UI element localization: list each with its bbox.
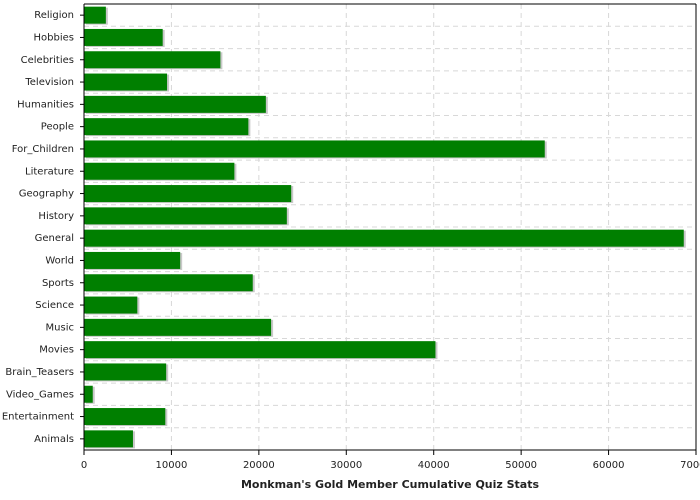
x-tick-label: 40000 bbox=[418, 460, 450, 471]
y-tick-label: Brain_Teasers bbox=[5, 367, 74, 378]
x-tick-label: 60000 bbox=[593, 460, 625, 471]
y-tick-label: General bbox=[35, 233, 74, 244]
bar bbox=[84, 95, 266, 113]
y-tick-label: Literature bbox=[25, 166, 74, 177]
bar bbox=[84, 296, 138, 314]
bar bbox=[84, 385, 93, 403]
bar bbox=[84, 6, 106, 24]
x-tick-label: 50000 bbox=[505, 460, 537, 471]
bar bbox=[84, 318, 272, 336]
bar bbox=[84, 51, 221, 69]
y-tick-label: Movies bbox=[39, 345, 74, 356]
y-tick-label: Religion bbox=[34, 10, 74, 21]
x-tick-label: 0 bbox=[81, 460, 87, 471]
y-tick-label: Geography bbox=[19, 189, 74, 200]
y-tick-label: Science bbox=[35, 300, 74, 311]
y-tick-label: Music bbox=[46, 322, 74, 333]
x-tick-label: 20000 bbox=[243, 460, 275, 471]
bar bbox=[84, 162, 235, 180]
bar bbox=[84, 408, 166, 426]
y-tick-label: Humanities bbox=[17, 99, 74, 110]
y-tick-label: Television bbox=[24, 77, 74, 88]
bar bbox=[84, 430, 133, 448]
y-tick-label: Entertainment bbox=[2, 412, 74, 423]
y-tick-label: World bbox=[45, 255, 74, 266]
x-axis-title: Monkman's Gold Member Cumulative Quiz St… bbox=[241, 478, 540, 491]
bar bbox=[84, 185, 292, 203]
y-tick-label: Video_Games bbox=[6, 389, 74, 400]
bar bbox=[84, 341, 436, 359]
bar bbox=[84, 207, 287, 225]
bar bbox=[84, 251, 181, 269]
y-tick-label: People bbox=[41, 122, 74, 133]
bar bbox=[84, 363, 167, 381]
bar bbox=[84, 73, 168, 91]
x-tick-label: 70000 bbox=[680, 460, 700, 471]
y-tick-label: History bbox=[38, 211, 74, 222]
y-tick-label: Sports bbox=[42, 278, 74, 289]
bar bbox=[84, 140, 545, 158]
bar bbox=[84, 118, 249, 136]
x-tick-label: 30000 bbox=[330, 460, 362, 471]
bar bbox=[84, 28, 163, 46]
y-tick-label: Animals bbox=[34, 434, 74, 445]
y-tick-label: Celebrities bbox=[21, 55, 74, 66]
x-tick-label: 10000 bbox=[156, 460, 188, 471]
bar bbox=[84, 274, 253, 292]
y-tick-label: For_Children bbox=[12, 144, 74, 155]
bar bbox=[84, 229, 684, 247]
y-tick-label: Hobbies bbox=[34, 32, 74, 43]
